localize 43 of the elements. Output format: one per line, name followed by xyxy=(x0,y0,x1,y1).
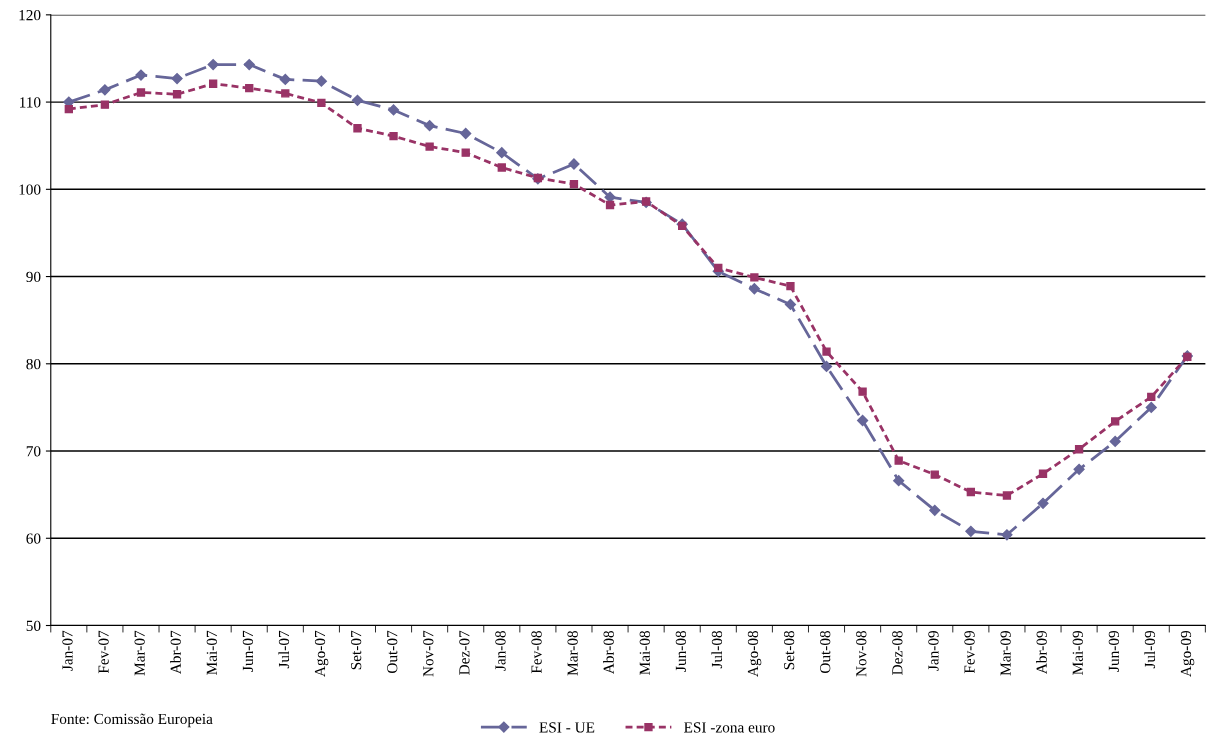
x-tick-label: Mai-07 xyxy=(206,630,217,675)
x-tick-label: Jul-07 xyxy=(278,630,290,669)
x-tick-label: Out-07 xyxy=(387,630,398,674)
x-tick-label: Jun-08 xyxy=(675,630,687,672)
x-tick-label: Jan-08 xyxy=(495,630,506,671)
x-tick-label: Nov-08 xyxy=(856,630,867,677)
x-tick-label: Jan-09 xyxy=(928,630,939,671)
source-note: Fonte: Comissão Europeia xyxy=(51,713,213,728)
x-tick-label: Abr-07 xyxy=(170,630,181,675)
legend-label: ESI - UE xyxy=(539,722,595,733)
y-tick-label: 100 xyxy=(19,184,41,195)
x-tick-label: Ago-08 xyxy=(747,630,762,677)
x-tick-label: Dez-08 xyxy=(892,630,903,675)
y-tick-label: 50 xyxy=(26,620,41,631)
x-tick-label: Fev-08 xyxy=(531,630,542,674)
x-tick-label: Mar-07 xyxy=(134,630,145,676)
x-tick-label: Jul-09 xyxy=(1144,630,1156,669)
x-tick-label: Jun-09 xyxy=(1108,630,1119,672)
x-tick-label: Mai-08 xyxy=(639,630,650,675)
x-tick-label: Dez-07 xyxy=(459,630,470,675)
x-tick-label: Jul-08 xyxy=(711,630,723,669)
legend-label: ESI -zona euro xyxy=(684,722,775,733)
y-tick-label: 110 xyxy=(20,97,41,108)
y-tick-label: 80 xyxy=(26,358,41,370)
x-tick-label: Out-08 xyxy=(820,630,831,674)
x-tick-label: Abr-09 xyxy=(1036,630,1047,675)
x-tick-label: Jan-07 xyxy=(62,630,73,671)
y-tick-label: 120 xyxy=(19,9,41,21)
x-tick-label: Mar-08 xyxy=(567,630,578,676)
x-tick-label: Fev-07 xyxy=(98,630,109,674)
x-tick-label: Set-07 xyxy=(350,630,362,670)
x-tick-label: Set-08 xyxy=(783,630,795,670)
x-tick-label: Ago-09 xyxy=(1180,630,1195,677)
x-tick-label: Nov-07 xyxy=(423,630,434,677)
x-tick-label: Fev-09 xyxy=(964,630,975,674)
y-tick-label: 70 xyxy=(26,446,41,457)
x-tick-label: Mai-09 xyxy=(1072,630,1083,675)
x-tick-label: Jun-07 xyxy=(242,630,254,672)
y-tick-label: 60 xyxy=(26,533,41,544)
y-tick-label: 90 xyxy=(26,271,41,283)
x-tick-label: Ago-07 xyxy=(314,630,329,677)
x-tick-label: Abr-08 xyxy=(603,630,614,675)
x-tick-label: Mar-09 xyxy=(1000,630,1011,676)
